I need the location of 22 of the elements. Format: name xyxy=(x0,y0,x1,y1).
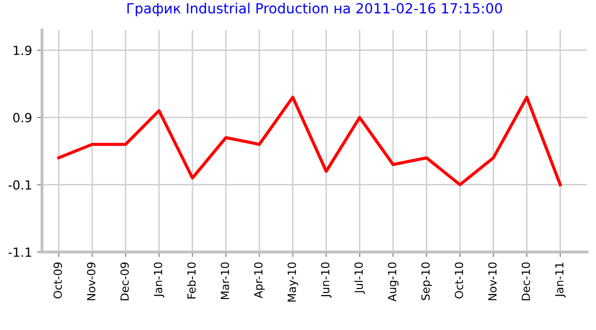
x-tick-label: Jan-11 xyxy=(555,262,566,298)
x-tick-label: Oct-10 xyxy=(454,262,464,298)
y-tick-label: -0.1 xyxy=(8,180,32,190)
x-tick-label: Nov-10 xyxy=(488,262,497,300)
x-tick-label: Jun-10 xyxy=(321,262,332,298)
x-tick-label: Nov-09 xyxy=(86,262,96,300)
x-tick-label: Dec-10 xyxy=(522,262,530,300)
x-tick-label: Aug-10 xyxy=(388,262,398,302)
x-tick-label: Apr-10 xyxy=(254,262,265,298)
x-tick-label: May-10 xyxy=(288,262,298,302)
y-tick-label: 1.9 xyxy=(14,46,32,56)
x-tick-label: Mar-10 xyxy=(220,262,230,300)
x-tick-label: Oct-09 xyxy=(54,262,62,298)
x-tick-label: Sep-10 xyxy=(421,262,432,300)
y-tick-label: -1.1 xyxy=(8,248,32,257)
x-tick-label: Jan-10 xyxy=(154,262,164,298)
x-tick-label: Dec-09 xyxy=(120,262,129,300)
x-tick-label: Jul-10 xyxy=(354,262,365,294)
y-tick-label: 0.9 xyxy=(13,112,32,122)
x-tick-label: Feb-10 xyxy=(187,262,196,298)
line-series xyxy=(57,96,562,186)
chart-title: График Industrial Production на 2011-02-16 17:15:00 xyxy=(127,2,502,16)
